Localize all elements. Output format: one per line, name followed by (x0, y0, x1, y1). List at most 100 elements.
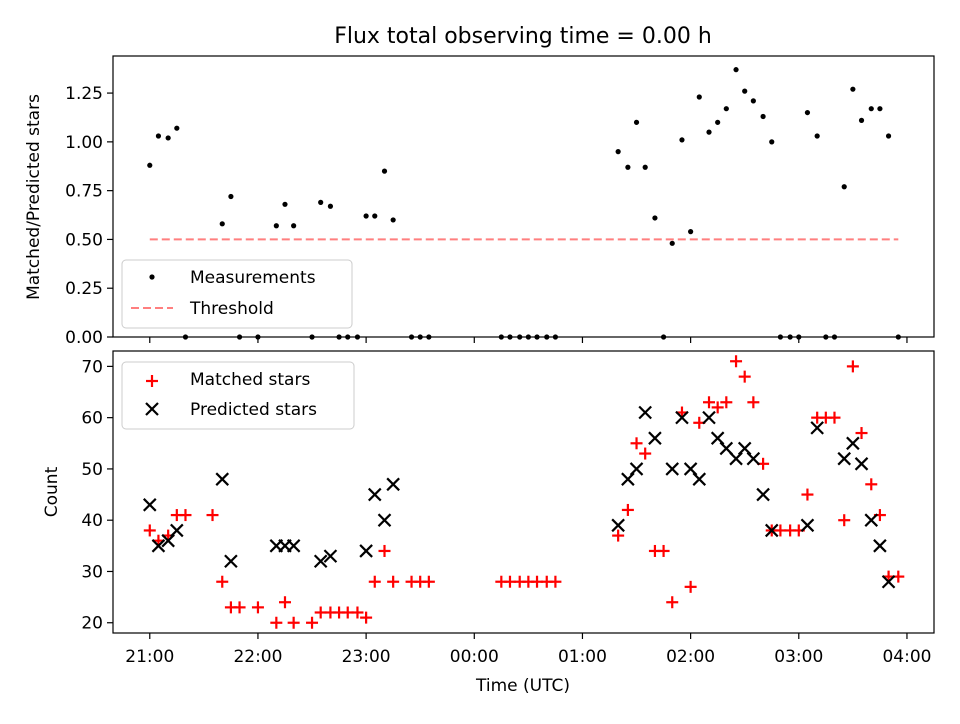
predicted-point (756, 487, 770, 502)
y-tick-label: 40 (81, 511, 103, 531)
matched-point (639, 447, 652, 460)
x-tick-label: 00:00 (450, 647, 499, 667)
measurement-point (309, 334, 315, 340)
measurement-point (858, 117, 865, 123)
top-y-axis-label: Matched/Predicted stars (24, 94, 44, 300)
series-measurements (147, 67, 901, 340)
predicted-point (286, 539, 301, 553)
y-tick-label: 60 (81, 409, 103, 429)
predicted-point (746, 451, 761, 466)
measurement-point (850, 86, 856, 92)
measurement-point (174, 125, 180, 131)
predicted-point (170, 523, 184, 538)
y-tick-label: 1.00 (65, 133, 103, 153)
matched-point (368, 575, 381, 588)
predicted-point (665, 462, 680, 476)
y-tick-label: 50 (81, 460, 103, 480)
measurement-point (228, 193, 234, 200)
top-legend-box (121, 259, 353, 329)
predicted-point (873, 539, 887, 553)
matched-point (730, 355, 743, 368)
measurement-point (777, 334, 784, 340)
series-matched-stars (143, 355, 905, 629)
predicted-point (710, 431, 725, 445)
measurement-point (868, 106, 874, 112)
measurement-point (372, 213, 378, 219)
measurement-point (417, 334, 423, 340)
measurement-point (841, 184, 847, 190)
measurement-point (291, 223, 297, 229)
matched-point (621, 503, 634, 516)
matched-point (549, 575, 562, 588)
measurement-point (182, 334, 189, 340)
top-panel: 0.00 0.25 0.50 0.75 1.00 1.25 Matched/Predict… (24, 55, 935, 348)
legend-measurements-marker (149, 274, 155, 280)
y-tick-label: 0.25 (65, 279, 103, 299)
measurement-point (219, 221, 225, 227)
measurement-point (236, 334, 243, 340)
measurement-point (706, 129, 712, 135)
matched-point (251, 601, 264, 614)
y-tick-label: 0.50 (65, 230, 103, 250)
top-y-axis: 0.00 0.25 0.50 0.75 1.00 1.25 (65, 84, 113, 348)
matched-point (801, 488, 814, 501)
measurement-point (723, 106, 729, 112)
bottom-x-axis: 21:00 22:00 23:00 00:00 01:00 02:00 03:00 04:00 (125, 633, 931, 667)
measurement-point (715, 119, 721, 125)
measurement-point (895, 334, 901, 340)
matched-point (216, 575, 229, 588)
predicted-point (359, 544, 373, 558)
predicted-point (638, 405, 652, 420)
measurement-point (642, 164, 648, 170)
y-tick-label: 0.75 (65, 182, 103, 202)
measurement-point (273, 223, 279, 229)
measurement-point (804, 109, 811, 116)
measurement-point (823, 334, 829, 340)
bottom-y-axis: 20 30 40 50 60 70 (81, 357, 113, 634)
measurement-point (354, 334, 361, 340)
measurement-point (696, 94, 702, 100)
measurement-point (390, 217, 396, 223)
matched-point (378, 544, 391, 557)
predicted-point (702, 410, 716, 425)
predicted-point (377, 513, 392, 527)
matched-point (422, 575, 435, 588)
legend-matched-label: Matched stars (190, 370, 310, 390)
measurement-point (282, 201, 288, 207)
legend-predicted-label: Predicted stars (190, 400, 317, 420)
predicted-point (629, 462, 644, 476)
measurement-point (625, 164, 631, 170)
y-tick-label: 30 (81, 562, 103, 582)
predicted-point (621, 472, 635, 486)
predicted-point (648, 431, 662, 445)
matched-point (855, 427, 868, 440)
measurement-point (688, 229, 694, 235)
predicted-point (864, 513, 879, 527)
measurement-point (336, 334, 342, 340)
measurement-point (652, 215, 658, 221)
predicted-point (800, 518, 815, 533)
matched-point (233, 601, 246, 614)
measurement-point (742, 88, 748, 94)
measurement-point (155, 133, 162, 139)
matched-point (278, 596, 291, 609)
measurement-point (877, 106, 883, 112)
predicted-point (611, 518, 625, 533)
predicted-point (386, 477, 400, 492)
measurement-point (885, 133, 892, 139)
matched-point (287, 616, 300, 629)
matched-point (360, 611, 373, 624)
predicted-point (683, 462, 698, 476)
matched-point (684, 580, 697, 593)
predicted-point (161, 533, 175, 548)
legend-matched-marker (146, 375, 158, 387)
measurement-point (498, 334, 504, 340)
matched-point (720, 396, 733, 409)
x-tick-label: 01:00 (558, 647, 607, 667)
predicted-point (215, 472, 230, 486)
matched-point (828, 411, 841, 424)
measurement-point (327, 203, 334, 209)
measurement-point (408, 334, 415, 340)
predicted-point (764, 523, 779, 538)
matched-point (838, 514, 851, 527)
